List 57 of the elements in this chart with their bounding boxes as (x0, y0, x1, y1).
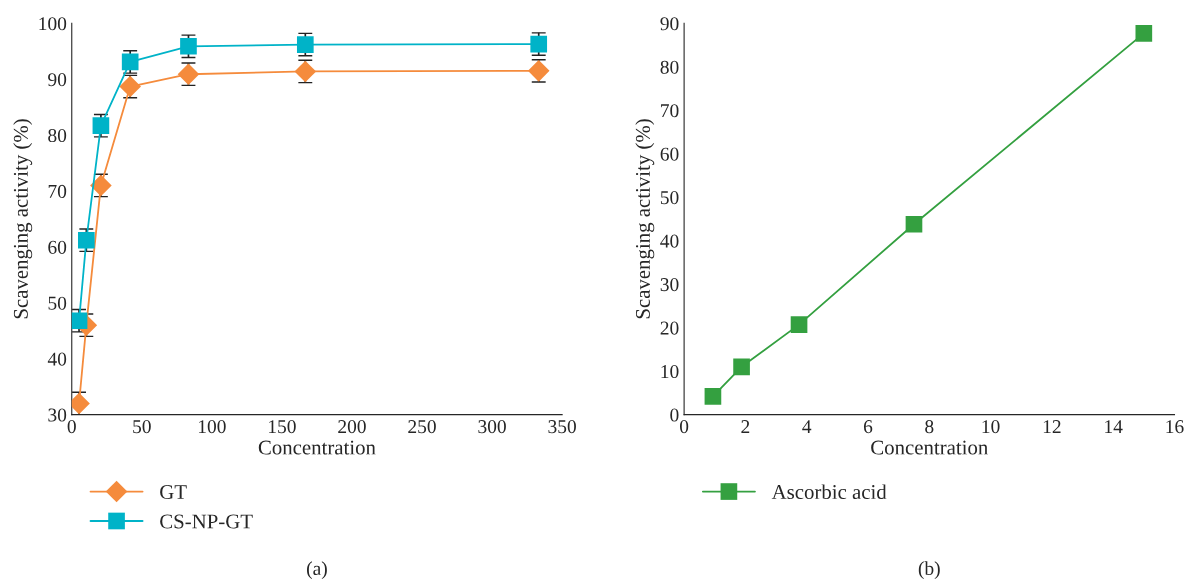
legend-label: CS-NP-GT (160, 514, 253, 529)
x-tick-label: 8 (925, 420, 934, 434)
y-tick-label: 60 (48, 240, 67, 254)
y-tick-label: 70 (48, 184, 67, 198)
y-tick-label: 70 (661, 104, 679, 118)
y-tick-label: 50 (660, 191, 679, 205)
y-tick-label: 40 (47, 352, 67, 366)
x-tick-label: 14 (1105, 420, 1123, 433)
y-tick-label: 40 (660, 234, 679, 248)
y-axis-title: Scavenging activity (%) (13, 119, 33, 319)
y-tick-label: 90 (660, 17, 679, 31)
point (527, 60, 550, 82)
x-tick-label: 4 (802, 420, 812, 433)
y-tick-label: 30 (48, 408, 67, 422)
point (905, 215, 923, 233)
y-tick-label: 100 (39, 17, 67, 31)
point (71, 312, 88, 330)
point (180, 37, 197, 55)
x-tick-label: 300 (478, 420, 506, 434)
x-tick-label: 250 (408, 420, 436, 434)
x-axis-title: Concentration (258, 440, 376, 455)
point (296, 36, 314, 53)
x-tick-label: 0 (679, 420, 689, 434)
point (294, 60, 317, 83)
point (790, 316, 808, 333)
y-axis-title: Scavenging activity (%) (635, 119, 655, 319)
legend-label: GT (160, 485, 187, 500)
y-tick-label: 90 (48, 73, 67, 87)
x-tick-label: 2 (741, 420, 750, 433)
point (1135, 25, 1153, 42)
x-axis-title: Concentration (871, 440, 988, 455)
x-tick-label: 350 (548, 420, 576, 434)
point (92, 117, 110, 134)
point (78, 231, 95, 249)
x-tick-label: 200 (338, 420, 366, 434)
x-tick-label: 150 (269, 420, 296, 434)
y-tick-label: 20 (660, 321, 679, 335)
x-tick-label: 50 (133, 420, 151, 434)
y-tick-label: 30 (660, 278, 679, 292)
y-tick-label: 80 (660, 60, 679, 74)
text: (a) (307, 561, 327, 579)
text: (b) (918, 561, 940, 579)
y-tick-label: 80 (48, 128, 67, 143)
point (704, 388, 722, 405)
x-tick-label: 100 (198, 420, 226, 434)
y-tick-label: 10 (661, 364, 679, 379)
y-tick-label: 60 (660, 147, 679, 161)
x-tick-label: 10 (982, 420, 1000, 434)
point (530, 35, 548, 53)
x-tick-label: 6 (863, 420, 873, 434)
y-tick-label: 50 (48, 296, 67, 310)
x-tick-label: 16 (1166, 420, 1184, 434)
y-tick-label: 0 (670, 408, 679, 422)
x-tick-label: 0 (67, 420, 76, 434)
legend-label: Ascorbic acid (771, 484, 887, 500)
point (733, 358, 750, 376)
x-tick-label: 12 (1043, 420, 1061, 433)
